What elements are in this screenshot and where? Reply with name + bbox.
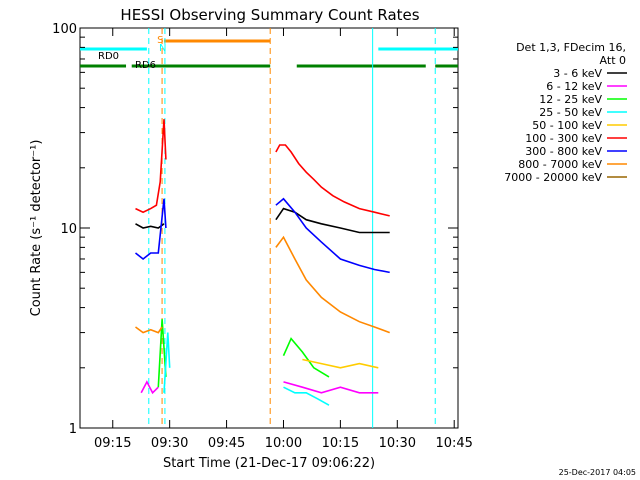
series-line-800-7000-kev-0 [135,326,163,334]
series-line-6-12-kev-0 [140,380,159,395]
legend-label-7000-20000-kev: 7000 - 20000 keV [504,171,602,184]
x-tick-label-09-30: 09:30 [151,436,188,451]
x-tick-label-09-45: 09:45 [208,436,245,451]
x-tick-label-09-15: 09:15 [94,436,131,451]
x-tick-label-10-45: 10:45 [435,436,472,451]
x-axis-label: Start Time (21-Dec-17 09:06:22) [163,456,375,471]
legend-label-25-50-kev: 25 - 50 keV [539,106,602,119]
legend-label-3-6-kev: 3 - 6 keV [553,67,602,80]
x-axis-ticks: 09:15 09:30 09:45 10:00 10:15 10:30 10:45 [94,28,473,451]
legend-label-300-800-kev: 300 - 800 keV [525,145,602,158]
state-marker-n: N [159,43,166,54]
legend-label-6-12-kev: 6 - 12 keV [546,80,602,93]
y-tick-label-100: 100 [52,22,77,37]
state-marker-s: S [157,35,163,46]
series-line-25-50-kev-1 [283,386,330,406]
y-tick-label-1: 1 [69,422,77,437]
legend-header-1: Att 0 [600,54,626,67]
series-line-6-12-kev-1 [283,381,379,394]
series-line-12-25-kev-0 [157,319,167,388]
instrument-state-bars: RD0 RD6 SN [80,35,458,71]
series-line-50-100-kev-0 [302,358,379,369]
series-line-100-300-kev-0 [135,119,167,214]
plot-frame [79,27,459,429]
series-line-25-50-kev-0 [163,332,171,393]
x-tick-label-10-00: 10:00 [265,436,302,451]
state-label-rd0: RD0 [98,51,119,62]
x-tick-label-10-15: 10:15 [322,436,359,451]
series-layer [135,119,390,406]
legend-label-50-100-kev: 50 - 100 keV [532,119,602,132]
legend-label-800-7000-kev: 800 - 7000 keV [518,158,602,171]
series-line-800-7000-kev-1 [275,235,390,334]
y-axis-label: Count Rate (s⁻¹ detector⁻¹) [29,140,44,317]
state-label-rd6: RD6 [135,60,156,71]
series-line-300-800-kev-1 [275,197,390,274]
chart-title: HESSI Observing Summary Count Rates [120,6,419,24]
y-axis-ticks: 1 10 100 [52,22,458,437]
x-tick-label-10-30: 10:30 [379,436,416,451]
series-line-12-25-kev-1 [282,337,330,378]
legend-label-12-25-kev: 12 - 25 keV [539,93,602,106]
series-line-100-300-kev-1 [275,144,390,217]
y-tick-label-10: 10 [60,222,77,237]
series-line-3-6-kev-1 [275,207,390,234]
legend-header-0: Det 1,3, FDecim 16, [516,41,626,54]
footer-date: 25-Dec-2017 04:05 [559,468,636,477]
series-line-3-6-kev-0 [135,223,165,229]
series-line-300-800-kev-0 [135,198,167,261]
legend-label-100-300-kev: 100 - 300 keV [525,132,602,145]
